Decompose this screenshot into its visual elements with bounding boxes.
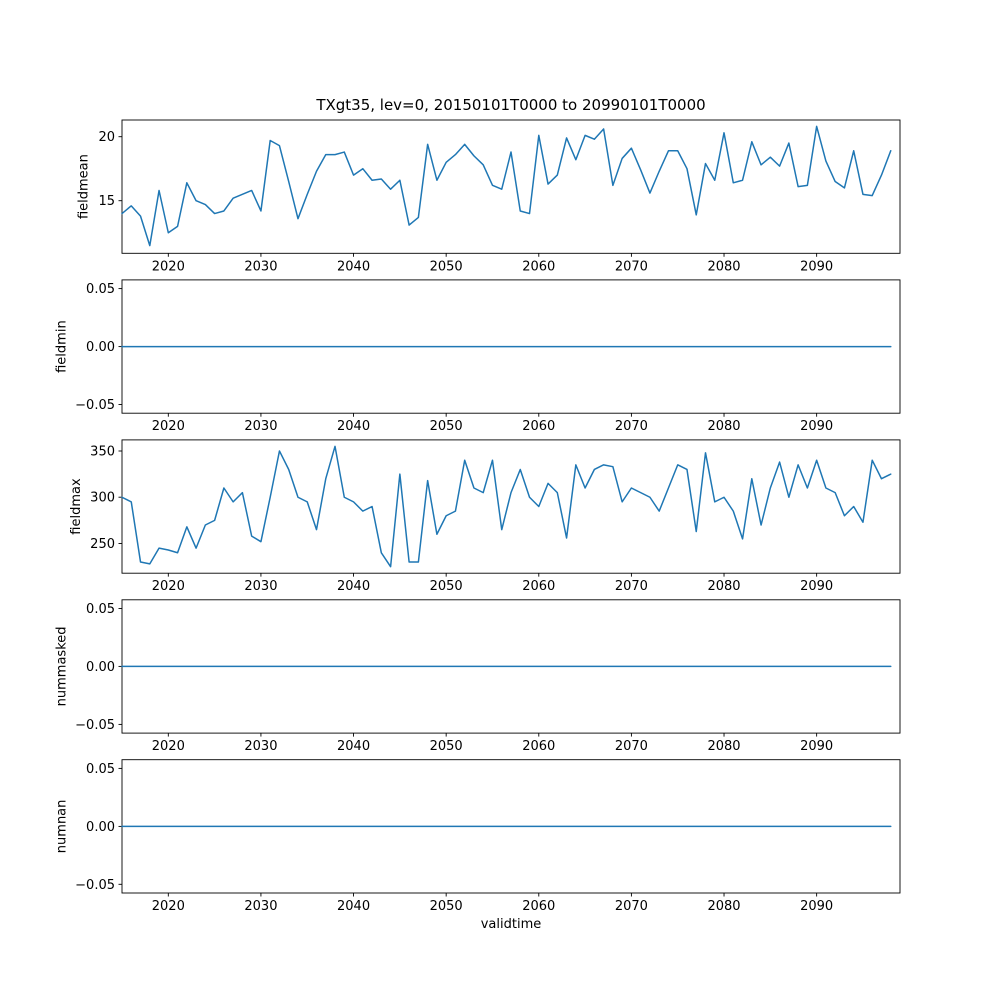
y-tick-label: 0.05 — [86, 762, 115, 777]
y-tick-label: 0.05 — [86, 602, 115, 617]
y-axis-label: nummasked — [55, 626, 70, 706]
x-tick-label: 2040 — [337, 419, 370, 434]
x-tick-label: 2040 — [337, 739, 370, 754]
x-tick-label: 2030 — [244, 579, 277, 594]
panel-fieldmin: 2020 2030 2040 2050 2060 2070 2080 2090 −0.05 0.0… — [55, 279, 901, 434]
x-tick-label: 2020 — [152, 739, 185, 754]
x-tick-label: 2070 — [615, 579, 648, 594]
x-tick-label: 2060 — [522, 899, 555, 914]
panel-fieldmax: 2020 2030 2040 2050 2060 2070 2080 2090 250 300 35… — [69, 439, 901, 594]
x-tick-label: 2030 — [244, 739, 277, 754]
x-tick-label: 2080 — [707, 899, 740, 914]
x-tick-label: 2080 — [707, 579, 740, 594]
x-tick-label: 2020 — [152, 899, 185, 914]
x-tick-label: 2090 — [800, 739, 833, 754]
x-tick-label: 2070 — [615, 739, 648, 754]
x-tick-label: 2090 — [800, 899, 833, 914]
y-tick-label: −0.05 — [75, 398, 115, 413]
x-tick-label: 2070 — [615, 259, 648, 274]
y-tick-label: 0.05 — [86, 282, 115, 297]
y-tick-label: 0.00 — [86, 820, 115, 835]
panel-nummasked: 2020 2030 2040 2050 2060 2070 2080 2090 −0.05 0.0… — [55, 599, 901, 754]
x-tick-label: 2040 — [337, 899, 370, 914]
x-tick-label: 2030 — [244, 259, 277, 274]
panel-numnan: 2020 2030 2040 2050 2060 2070 2080 2090 −0.05 0.0… — [55, 759, 901, 914]
x-tick-label: 2020 — [152, 259, 185, 274]
series-line-fieldmean — [121, 125, 892, 247]
axes-frame — [121, 439, 901, 574]
y-tick-label: −0.05 — [75, 718, 115, 733]
x-tick-label: 2040 — [337, 579, 370, 594]
x-tick-label: 2090 — [800, 579, 833, 594]
x-tick-label: 2090 — [800, 419, 833, 434]
y-tick-label: −0.05 — [75, 878, 115, 893]
x-tick-label: 2050 — [430, 419, 463, 434]
x-tick-label: 2050 — [430, 739, 463, 754]
x-tick-label: 2060 — [522, 419, 555, 434]
y-tick-label: 300 — [90, 491, 115, 506]
x-tick-label: 2070 — [615, 899, 648, 914]
y-axis-label: fieldmin — [55, 320, 70, 373]
y-tick-label: 0.00 — [86, 340, 115, 355]
x-tick-label: 2030 — [244, 899, 277, 914]
y-axis-label: fieldmax — [69, 478, 84, 535]
series-line-fieldmax — [121, 445, 892, 568]
panel-fieldmean: 2020 2030 2040 2050 2060 2070 2080 2090 15 20 fiel… — [76, 119, 901, 274]
x-tick-label: 2080 — [707, 419, 740, 434]
x-tick-label: 2080 — [707, 739, 740, 754]
y-axis-label: numnan — [55, 800, 70, 854]
y-tick-label: 0.00 — [86, 660, 115, 675]
x-tick-label: 2060 — [522, 259, 555, 274]
figure-title: TXgt35, lev=0, 20150101T0000 to 20990101… — [316, 96, 706, 114]
axes-frame — [121, 119, 901, 254]
x-tick-label: 2050 — [430, 899, 463, 914]
x-tick-label: 2040 — [337, 259, 370, 274]
x-tick-label: 2020 — [152, 419, 185, 434]
x-tick-label: 2070 — [615, 419, 648, 434]
x-tick-label: 2060 — [522, 739, 555, 754]
x-tick-label: 2020 — [152, 579, 185, 594]
x-tick-label: 2050 — [430, 259, 463, 274]
x-tick-label: 2060 — [522, 579, 555, 594]
y-tick-label: 20 — [98, 130, 115, 145]
x-tick-label: 2090 — [800, 259, 833, 274]
y-tick-label: 15 — [98, 194, 115, 209]
y-tick-label: 350 — [90, 445, 115, 460]
x-axis-label: validtime — [480, 917, 542, 932]
x-tick-label: 2030 — [244, 419, 277, 434]
x-tick-label: 2080 — [707, 259, 740, 274]
y-tick-label: 250 — [90, 537, 115, 552]
y-axis-label: fieldmean — [76, 154, 91, 219]
x-tick-label: 2050 — [430, 579, 463, 594]
